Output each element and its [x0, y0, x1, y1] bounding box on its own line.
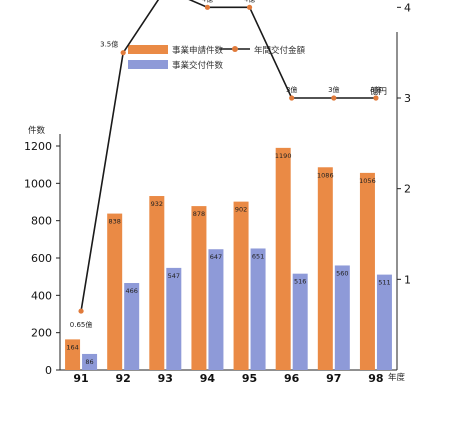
- right-tick-label: 2: [404, 183, 411, 196]
- grant-value-label: 560: [336, 269, 348, 277]
- x-tick-label: 97: [326, 372, 341, 385]
- left-tick-label: 1200: [24, 140, 52, 153]
- application-value-label: 838: [108, 218, 120, 226]
- bars: [65, 147, 392, 370]
- amount-point: [289, 95, 295, 101]
- line-series: [78, 0, 379, 314]
- application-bar: [233, 201, 249, 370]
- legend-swatch-grants: [128, 60, 168, 69]
- amount-value-label: 4億: [202, 0, 213, 3]
- x-tick-label: 98: [368, 372, 383, 385]
- amount-value-label: 3億: [328, 85, 339, 94]
- grant-value-label: 511: [378, 279, 390, 287]
- amount-value-label: 3億: [286, 85, 297, 94]
- right-tick-label: 3: [404, 92, 411, 105]
- amount-value-label: 3億: [370, 85, 381, 94]
- grant-bar: [208, 249, 224, 370]
- amount-value-label: 0.65億: [70, 320, 93, 329]
- application-value-label: 164: [66, 343, 78, 351]
- x-tick-label: 96: [284, 372, 300, 385]
- application-bar: [107, 213, 123, 370]
- amount-point: [78, 308, 84, 314]
- right-tick-label: 1: [404, 273, 411, 286]
- x-tick-label: 93: [158, 372, 173, 385]
- amount-value-label: 4億: [244, 0, 255, 3]
- data-labels: 164 86 838 466 932 547 878 647 902 651 1190 516 1086…: [66, 0, 390, 366]
- grant-value-label: 516: [294, 278, 306, 286]
- x-tick-label: 92: [116, 372, 131, 385]
- left-tick-label: 1000: [24, 177, 52, 190]
- x-tick-label: 94: [200, 372, 216, 385]
- right-axis-title: 億円: [370, 86, 387, 97]
- amount-point: [120, 50, 126, 56]
- right-tick-label: 4: [404, 1, 411, 14]
- legend-label-grants: 事業交付件数: [172, 60, 224, 71]
- left-axis-title: 件数: [28, 125, 46, 136]
- x-tick-label: 91: [73, 372, 88, 385]
- left-tick-label: 600: [31, 252, 52, 265]
- amount-point: [331, 95, 337, 101]
- left-tick-label: 400: [31, 289, 52, 302]
- left-tick-label: 200: [31, 327, 52, 340]
- x-tick-label: 95: [242, 372, 257, 385]
- grant-bar: [292, 273, 308, 370]
- grant-value-label: 86: [85, 358, 93, 366]
- grant-value-label: 647: [210, 253, 222, 261]
- application-value-label: 878: [193, 210, 205, 218]
- application-bar: [191, 206, 207, 370]
- application-bar: [359, 172, 375, 370]
- amount-point: [246, 4, 253, 10]
- grant-bar: [250, 248, 266, 370]
- left-tick-label: 800: [31, 215, 52, 228]
- amount-point: [373, 95, 379, 101]
- legend-label-amount: 年間交付金額: [254, 45, 306, 56]
- application-value-label: 1056: [359, 177, 376, 185]
- grant-bar: [334, 265, 350, 370]
- grant-bar: [376, 274, 392, 370]
- application-value-label: 902: [235, 206, 247, 214]
- amount-point: [204, 4, 211, 10]
- legend-label-applications: 事業申請件数: [172, 45, 224, 56]
- application-value-label: 932: [151, 200, 163, 208]
- grant-value-label: 466: [125, 287, 137, 295]
- grant-bar: [166, 267, 182, 370]
- amount-value-label: 3.5億: [100, 40, 118, 49]
- application-bar: [65, 339, 81, 370]
- left-tick-label: 0: [45, 364, 52, 377]
- axis-ticks: 0 200 400 600 800 1000 1200 1 2 3 4 91 92 93 94 95 96 97 9…: [24, 1, 411, 385]
- application-bar: [317, 167, 333, 370]
- legend-swatch-applications: [128, 45, 168, 54]
- legend-marker-amount: [232, 46, 238, 52]
- grant-bar: [124, 283, 140, 370]
- x-axis-unit: 年度: [388, 372, 406, 383]
- application-bar: [149, 196, 165, 370]
- application-value-label: 1086: [317, 171, 334, 179]
- amount-line: [80, 0, 376, 312]
- legend: 事業申請件数 事業交付件数 年間交付金額: [128, 45, 306, 71]
- application-bar: [275, 147, 291, 370]
- application-value-label: 1190: [275, 152, 292, 160]
- grant-value-label: 651: [252, 252, 264, 260]
- grant-value-label: 547: [168, 272, 180, 280]
- grant-bar: [82, 353, 98, 370]
